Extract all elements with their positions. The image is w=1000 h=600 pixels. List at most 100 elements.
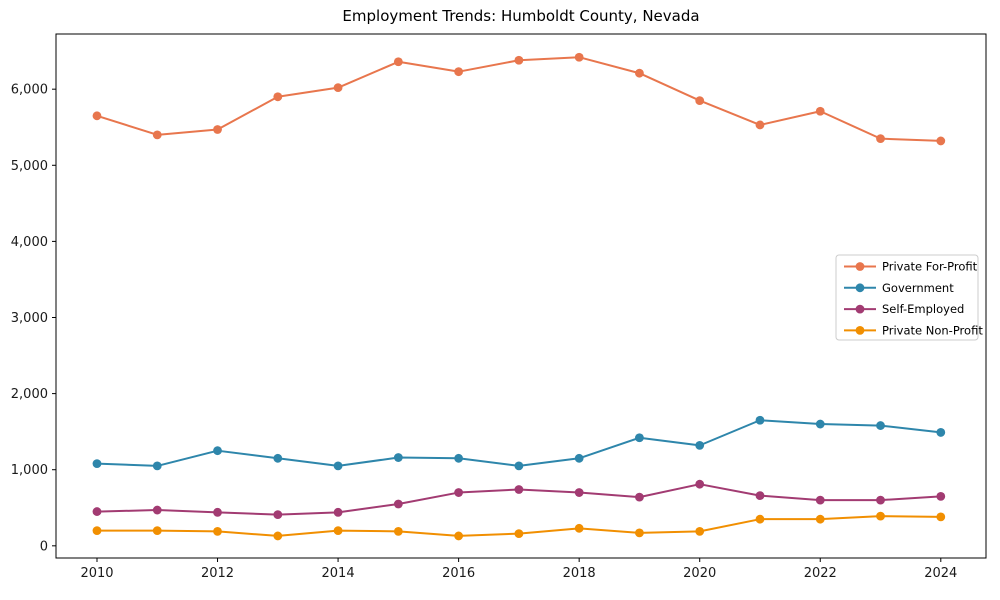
data-point-marker bbox=[92, 526, 102, 536]
data-point-marker bbox=[635, 433, 644, 443]
data-point-marker bbox=[92, 459, 102, 469]
data-point-marker bbox=[514, 55, 524, 65]
x-tick-label: 2018 bbox=[563, 566, 596, 581]
legend-label: Government bbox=[882, 281, 954, 295]
data-point-marker bbox=[876, 421, 885, 430]
data-point-marker bbox=[695, 479, 705, 489]
data-point-marker bbox=[152, 526, 162, 536]
data-point-marker bbox=[695, 526, 705, 536]
data-point-marker bbox=[454, 453, 464, 463]
legend: Private For-Profit Government Self-Employe… bbox=[835, 254, 983, 341]
plot-frame bbox=[55, 33, 987, 559]
data-point-marker bbox=[635, 492, 644, 502]
legend-entry: Government bbox=[844, 281, 954, 295]
data-point-marker bbox=[574, 453, 584, 463]
data-point-marker bbox=[574, 523, 584, 533]
data-point-marker bbox=[815, 419, 825, 429]
y-tick-label: 0 bbox=[40, 539, 48, 554]
data-point-marker bbox=[635, 68, 644, 78]
data-point-marker bbox=[273, 531, 283, 541]
data-point-marker bbox=[273, 453, 283, 463]
series-government bbox=[92, 415, 946, 471]
x-tick-label: 2016 bbox=[442, 566, 475, 581]
series-private-non-profit bbox=[92, 511, 946, 541]
data-point-marker bbox=[92, 111, 102, 121]
data-point-marker bbox=[514, 461, 524, 471]
data-point-marker bbox=[152, 461, 162, 471]
legend-marker bbox=[855, 262, 865, 271]
data-point-marker bbox=[876, 134, 885, 144]
y-tick-label: 6,000 bbox=[11, 83, 48, 98]
data-point-marker bbox=[393, 57, 403, 67]
series-line bbox=[95, 419, 942, 467]
data-point-marker bbox=[514, 529, 524, 539]
data-point-marker bbox=[152, 130, 162, 140]
y-tick-label: 4,000 bbox=[11, 235, 48, 250]
chart-title: Employment Trends: Humboldt County, Neva… bbox=[342, 7, 700, 25]
data-point-marker bbox=[92, 507, 102, 516]
data-point-marker bbox=[333, 83, 343, 93]
y-tick-label: 1,000 bbox=[11, 463, 48, 478]
data-point-marker bbox=[695, 440, 705, 450]
data-point-marker bbox=[333, 507, 343, 517]
legend-marker bbox=[855, 283, 865, 293]
y-tick-label: 5,000 bbox=[11, 159, 48, 174]
data-point-marker bbox=[936, 512, 946, 522]
y-axis: 0 1,000 2,000 3,000 4,000 5,000 6,000 bbox=[11, 83, 56, 554]
data-point-marker bbox=[213, 446, 222, 456]
data-point-marker bbox=[393, 499, 403, 509]
data-point-marker bbox=[393, 453, 403, 462]
legend-entry: Private Non-Profit bbox=[844, 323, 983, 337]
x-tick-label: 2010 bbox=[80, 566, 113, 581]
data-point-marker bbox=[213, 507, 222, 517]
data-point-marker bbox=[936, 491, 946, 501]
legend-label: Private For-Profit bbox=[882, 260, 978, 274]
y-tick-label: 3,000 bbox=[11, 311, 48, 326]
series-self-employed bbox=[92, 479, 946, 520]
x-tick-label: 2012 bbox=[201, 566, 234, 581]
data-point-marker bbox=[213, 526, 222, 536]
legend-entry: Private For-Profit bbox=[844, 260, 978, 274]
data-point-marker bbox=[635, 528, 644, 538]
data-point-marker bbox=[454, 67, 464, 77]
data-point-marker bbox=[755, 491, 765, 500]
data-point-marker bbox=[815, 514, 825, 524]
data-point-marker bbox=[454, 488, 464, 497]
data-point-marker bbox=[936, 428, 946, 437]
data-point-marker bbox=[755, 514, 765, 524]
x-tick-label: 2022 bbox=[804, 566, 837, 581]
data-point-marker bbox=[815, 495, 825, 505]
x-tick-label: 2024 bbox=[924, 566, 957, 581]
data-point-marker bbox=[152, 505, 162, 515]
data-point-marker bbox=[815, 106, 825, 116]
data-point-marker bbox=[574, 52, 584, 62]
data-point-marker bbox=[755, 120, 765, 130]
y-tick-label: 2,000 bbox=[11, 387, 48, 402]
data-point-marker bbox=[876, 495, 885, 505]
legend-marker bbox=[855, 326, 865, 335]
data-point-marker bbox=[876, 511, 885, 521]
data-point-marker bbox=[695, 96, 705, 105]
data-point-marker bbox=[213, 125, 222, 134]
data-point-marker bbox=[514, 485, 524, 494]
x-tick-label: 2014 bbox=[322, 566, 355, 581]
data-point-marker bbox=[393, 526, 403, 536]
data-point-marker bbox=[273, 510, 283, 520]
data-point-marker bbox=[574, 488, 584, 497]
legend-label: Self-Employed bbox=[882, 302, 964, 316]
legend-label: Private Non-Profit bbox=[882, 323, 983, 337]
data-point-marker bbox=[755, 415, 765, 425]
x-tick-label: 2020 bbox=[683, 566, 716, 581]
legend-entry: Self-Employed bbox=[844, 302, 964, 316]
legend-marker bbox=[855, 304, 865, 314]
data-point-marker bbox=[454, 531, 464, 541]
series-line bbox=[95, 56, 942, 142]
data-point-marker bbox=[273, 92, 283, 102]
x-axis: 2010 2012 2014 2016 2018 2020 2022 2024 bbox=[80, 558, 957, 581]
series-private-for-profit bbox=[92, 52, 946, 146]
data-point-marker bbox=[333, 526, 343, 536]
legend-box bbox=[835, 254, 979, 341]
data-point-marker bbox=[333, 461, 343, 471]
